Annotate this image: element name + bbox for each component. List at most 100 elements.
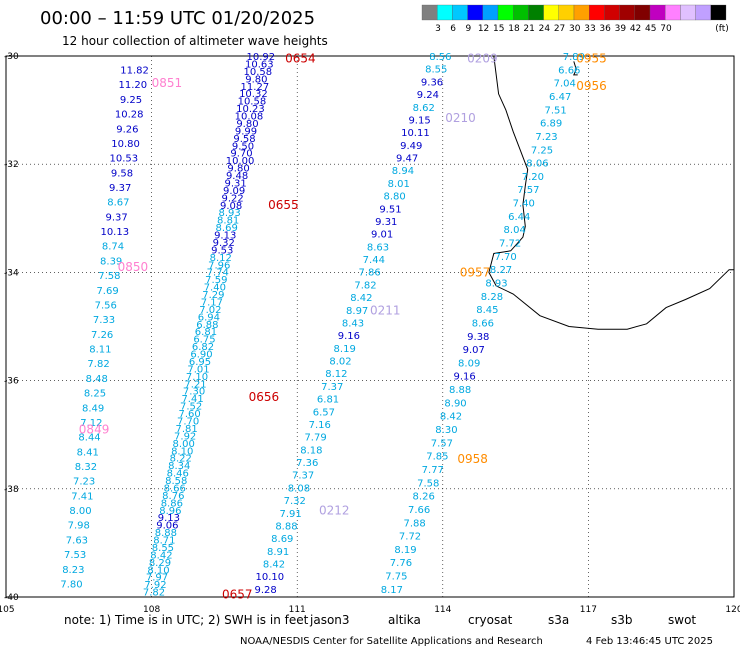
wave-height-label: 9.28 — [255, 585, 277, 596]
wave-height-label: 8.12 — [210, 253, 232, 264]
wave-height-label: 8.88 — [155, 528, 177, 539]
wave-height-label: 9.48 — [226, 171, 248, 182]
wave-height-label: 8.42 — [263, 560, 285, 571]
wave-height-label: 7.77 — [422, 465, 444, 476]
wave-height-label: 8.28 — [481, 292, 503, 303]
wave-height-label: 7.33 — [93, 315, 115, 326]
wave-height-label: 6.90 — [190, 350, 212, 361]
wave-height-label: 9.80 — [227, 164, 249, 175]
wave-height-label: 8.17 — [381, 585, 403, 596]
wave-height-label: 8.01 — [388, 179, 410, 190]
satellite-name: s3a — [548, 613, 569, 627]
legend-label: 33 — [584, 24, 595, 34]
wave-height-label: 9.15 — [408, 115, 430, 126]
wave-height-label: 8.96 — [159, 506, 181, 517]
wave-height-label: 7.37 — [321, 382, 343, 393]
wave-height-label: 7.63 — [66, 535, 88, 546]
wave-height-label: 8.80 — [383, 192, 405, 203]
wave-height-label: 10.32 — [239, 89, 268, 100]
wave-height-label: 8.88 — [449, 385, 471, 396]
wave-height-label: 8.09 — [458, 358, 480, 369]
wave-height-label: 8.76 — [162, 491, 184, 502]
wave-height-label: 7.92 — [174, 431, 196, 442]
wave-height-label: 7.56 — [95, 300, 117, 311]
wave-height-label: 8.34 — [168, 461, 190, 472]
wave-height-label: 8.39 — [100, 256, 122, 267]
wave-height-label: 7.88 — [403, 518, 425, 529]
wave-height-label: 6.66 — [558, 65, 580, 76]
wave-height-label: 7.41 — [181, 394, 203, 405]
wave-height-label: 7.12 — [80, 418, 102, 429]
wave-height-label: 10.58 — [244, 67, 273, 78]
x-axis: 105 108 111 114 117 120 — [0, 605, 740, 615]
wave-height-label: 8.18 — [300, 445, 322, 456]
wave-height-label: 6.44 — [508, 212, 530, 223]
legend-label: 42 — [630, 24, 641, 34]
wave-height-label: 9.58 — [111, 168, 133, 179]
wave-height-label: 7.85 — [426, 452, 448, 463]
plot-border — [5, 55, 735, 598]
wave-height-label: 9.53 — [211, 245, 233, 256]
x-tick-label: 105 — [0, 605, 15, 615]
wave-height-label: 7.57 — [431, 438, 453, 449]
wave-height-label: 8.30 — [435, 425, 457, 436]
wave-height-label: 9.07 — [463, 345, 485, 356]
wave-height-label: 9.13 — [214, 231, 236, 242]
pass-id-label: 0850 — [118, 260, 149, 274]
wave-height-label: 8.22 — [170, 454, 192, 465]
wave-height-label: 8.63 — [367, 242, 389, 253]
wave-height-label: 6.81 — [317, 395, 339, 406]
legend-label: 70 — [660, 24, 672, 34]
wave-height-label: 10.80 — [111, 139, 140, 150]
wave-height-label: 7.98 — [68, 521, 90, 532]
wave-height-label: 9.80 — [245, 74, 267, 85]
x-tick-label: 117 — [580, 605, 597, 615]
wave-height-label: 7.17 — [201, 297, 223, 308]
wave-height-label: 8.19 — [394, 545, 416, 556]
legend-label: 24 — [539, 24, 551, 34]
wave-height-label: 9.37 — [105, 212, 127, 223]
wave-height-label: 8.97 — [346, 306, 368, 317]
wave-height-label: 7.23 — [73, 477, 95, 488]
y-tick-label: -34 — [4, 268, 19, 278]
grid — [5, 55, 735, 598]
pass-id-label: 0657 — [222, 587, 253, 601]
wave-height-label: 9.09 — [223, 186, 245, 197]
wave-height-label: 6.89 — [540, 119, 562, 130]
y-tick-label: -40 — [4, 593, 19, 603]
wave-height-label: 8.91 — [267, 547, 289, 558]
wave-height-label: 9.24 — [417, 90, 439, 101]
legend-label: 3 — [435, 24, 441, 34]
wave-height-label: 7.97 — [146, 573, 168, 584]
wave-height-label: 10.63 — [245, 59, 274, 70]
wave-height-label: 8.12 — [325, 369, 347, 380]
y-tick-label: -36 — [4, 377, 19, 387]
wave-height-label: 7.20 — [522, 172, 544, 183]
wave-height-label: 7.10 — [186, 372, 208, 383]
wave-height-label: 6.47 — [549, 92, 571, 103]
wave-height-label: 7.69 — [96, 286, 118, 297]
x-tick-label: 120 — [725, 605, 740, 615]
wave-height-label: 9.47 — [396, 154, 418, 165]
footer-credit: NOAA/NESDIS Center for Satellite Applica… — [240, 636, 543, 647]
legend-label: 27 — [554, 24, 565, 34]
legend-swatch — [589, 4, 605, 21]
pass-id-label: 0210 — [445, 111, 476, 125]
wave-height-label: 9.58 — [233, 134, 255, 145]
wave-height-label: 9.49 — [400, 141, 422, 152]
wave-height-label: 7.91 — [279, 509, 301, 520]
legend-swatch — [710, 4, 727, 21]
legend-label: 30 — [569, 24, 581, 34]
wave-height-label: 8.10 — [147, 565, 169, 576]
wave-height-label: 10.08 — [235, 112, 264, 123]
wave-height-label: 8.56 — [429, 52, 451, 63]
wave-height-label: 8.06 — [526, 159, 548, 170]
color-legend: 3 6 9 12 15 18 21 24 27 30 33 36 39 42 45 70 (ft) — [421, 4, 729, 34]
legend-label: 36 — [599, 24, 611, 34]
satellite-legend: jason3 altika cryosat s3a s3b swot — [309, 613, 696, 627]
wave-height-label: 8.44 — [78, 433, 100, 444]
wave-height-label: 11.82 — [120, 66, 149, 77]
y-tick-label: -38 — [4, 485, 19, 495]
wave-height-label: 9.22 — [221, 193, 243, 204]
wave-height-label: 10.28 — [115, 110, 144, 121]
